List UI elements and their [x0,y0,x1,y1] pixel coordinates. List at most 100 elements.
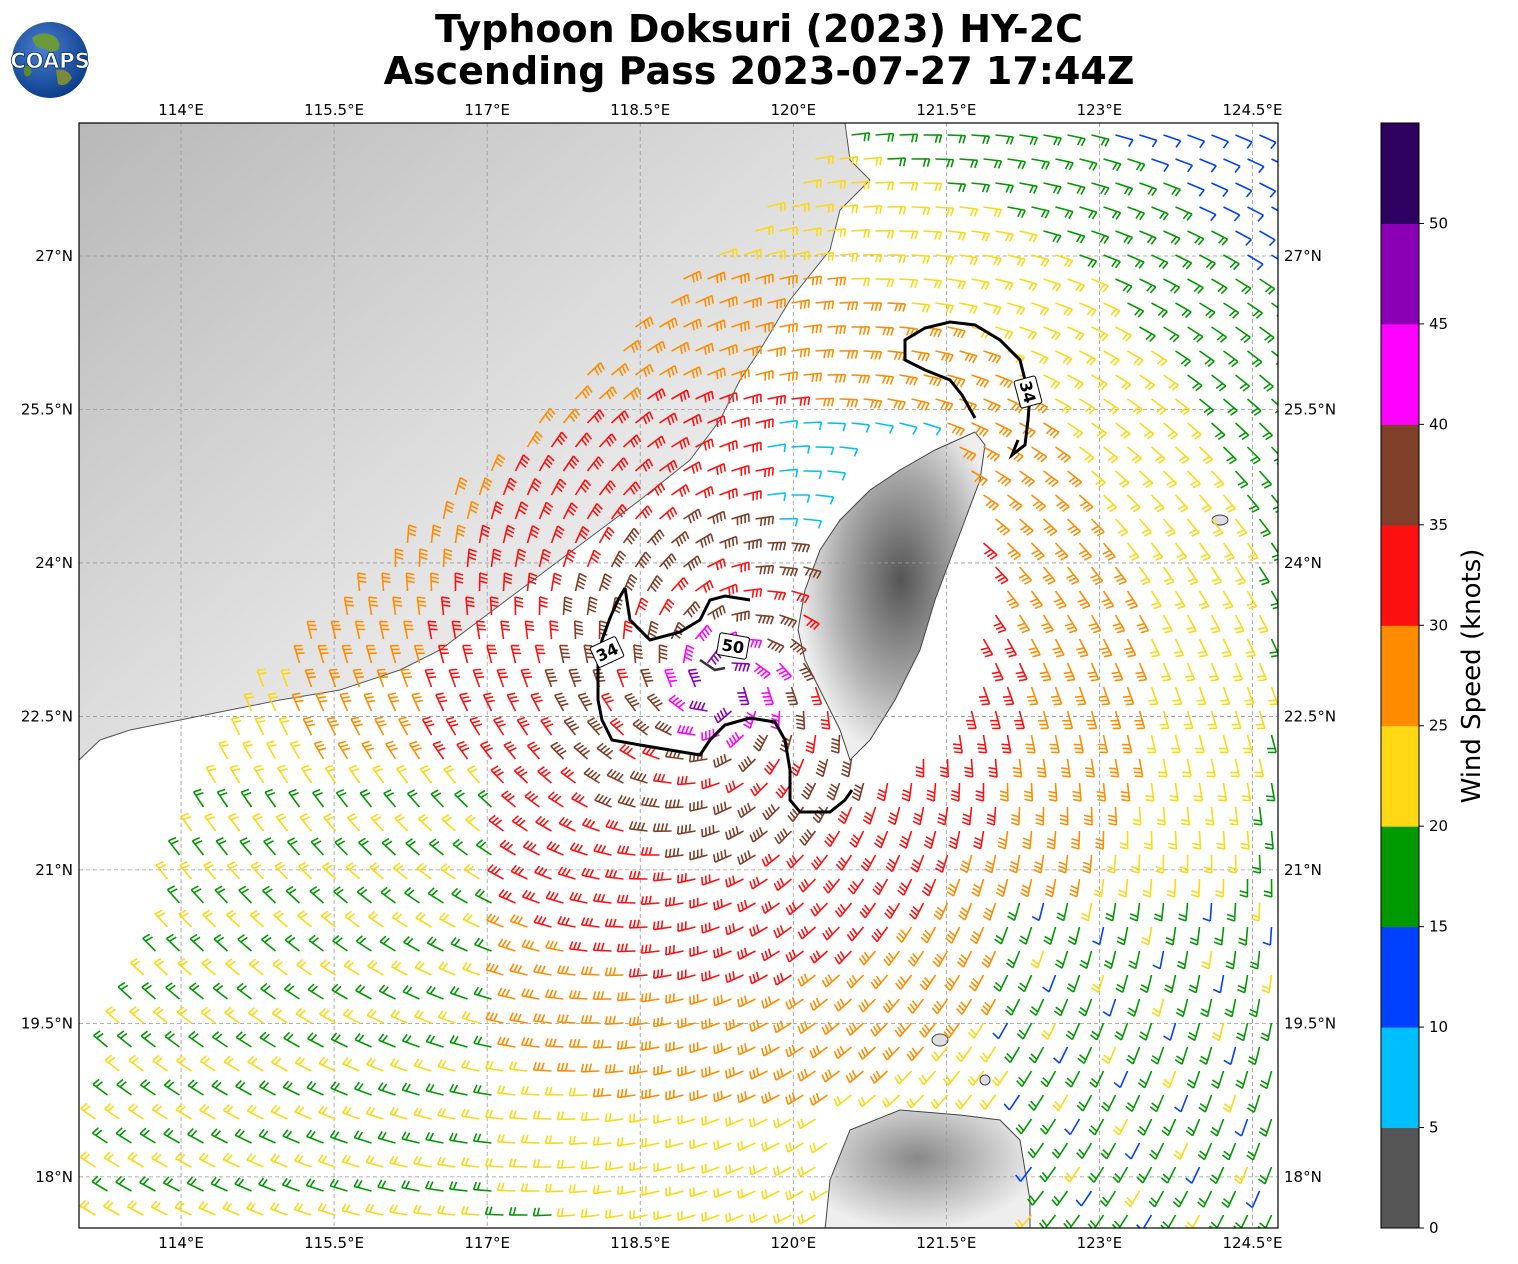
wind-barb [971,278,990,291]
wind-barb [935,854,949,873]
wind-barb [526,525,540,544]
wind-barb [1118,878,1129,898]
wind-barb [622,387,642,401]
wind-barb [1063,662,1076,682]
wind-barb [521,889,540,904]
wind-barb [1031,158,1050,170]
wind-barb [899,278,919,288]
wind-barb [574,572,587,592]
wind-barb [805,734,817,754]
wind-barb [1235,278,1252,295]
wind-barb [456,740,470,760]
wind-barb [646,575,664,593]
wind-barb [779,371,799,382]
wind-barb [988,758,998,778]
wind-barb [1043,278,1062,292]
wind-barb [671,484,690,498]
wind-barb [361,740,375,760]
wind-barb [462,644,473,664]
wind-barb [358,837,373,856]
wind-barb [633,644,643,664]
wind-barb [1267,734,1277,754]
wind-barb [981,950,997,969]
wind-barb [205,764,217,784]
wind-barb [598,526,615,544]
wind-barb [755,273,774,285]
wind-barb [514,596,524,616]
wind-barb [129,957,145,976]
wind-barb [640,797,660,808]
wind-barb [1055,206,1074,219]
lon-tick-label: 121.5°E [916,101,976,119]
wind-barb [1210,518,1224,537]
wind-barb [465,814,481,832]
wind-barb [1168,830,1178,850]
wind-barb [1050,686,1063,706]
wind-barb [713,849,732,863]
wind-barb [1020,878,1033,898]
wind-barb [478,524,491,544]
wind-barb [1247,158,1265,174]
wind-barb [554,692,569,712]
wind-barb [355,935,372,952]
wind-barb [659,412,678,426]
wind-barb [895,926,913,943]
wind-barb [320,910,336,928]
colorbar-segment [1381,625,1419,727]
wind-barb [634,458,654,472]
wind-barb [538,501,554,520]
wind-barb [899,374,918,386]
wind-barb [743,248,762,259]
wind-barb [1025,734,1036,754]
wind-barb [478,572,488,592]
wind-barb [1091,230,1110,244]
wind-barb [773,925,792,939]
wind-barb [609,717,625,736]
wind-barb [731,513,750,526]
wind-barb [538,407,556,424]
wind-barb [389,644,401,664]
wind-barb [851,326,871,335]
wind-barbs [79,132,1278,1228]
wind-barb [363,692,376,712]
wind-barb [640,668,654,688]
wind-barb [1002,686,1015,706]
wind-barb [502,477,517,496]
wind-barb [815,251,835,262]
wind-barb [898,830,913,849]
wind-barb [983,494,999,511]
lon-tick-label: 120°E [770,101,816,119]
wind-barb [791,590,810,604]
wind-barb [1235,182,1253,198]
wind-barb [1210,614,1221,634]
wind-barb [354,620,366,640]
wind-barb [1091,182,1110,196]
wind-barb [524,790,540,808]
wind-barb [341,644,353,664]
wind-barb [749,827,768,843]
wind-barb [646,482,666,496]
wind-barb [1197,638,1209,658]
wind-barb [671,389,690,402]
wind-barb [731,416,750,428]
wind-barb [827,373,847,383]
wind-barb [610,457,629,472]
wind-barb [791,494,811,503]
wind-barb [583,644,595,664]
wind-barb [676,775,696,786]
lon-tick-label: 124.5°E [1223,1234,1283,1252]
wind-barb [309,886,325,904]
wind-barb [999,782,1009,802]
lat-tick-label: 25.5°N [1284,400,1336,418]
wind-barb [659,317,678,330]
wind-barb [1175,350,1192,367]
wind-barb [1079,158,1098,171]
wind-barb [1217,782,1228,802]
wind-barb [562,502,579,520]
colorbar-segment [1381,1027,1419,1129]
wind-barb [249,909,265,928]
wind-barb [646,529,665,546]
wind-barb [635,411,654,425]
wind-barb [658,598,675,616]
